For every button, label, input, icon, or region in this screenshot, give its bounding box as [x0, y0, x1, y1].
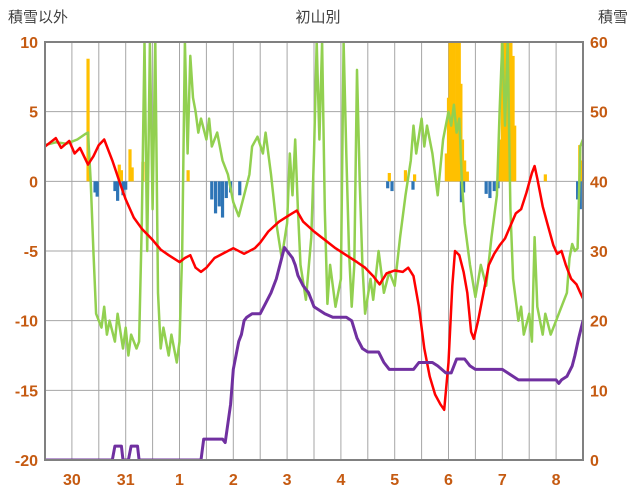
blue-bars: [93, 181, 582, 218]
x-axis-tick: 7: [498, 472, 507, 489]
y-axis-tick-left: 5: [29, 105, 38, 122]
x-axis-tick: 2: [229, 472, 238, 489]
y-axis-tick-right: 20: [590, 314, 608, 331]
y-axis-tick-right: 0: [590, 453, 599, 470]
x-axis-tick: 5: [390, 472, 399, 489]
y-axis-tick-right: 10: [590, 383, 608, 400]
y-axis-tick-left: -10: [15, 314, 38, 331]
y-axis-tick-left: -5: [24, 244, 38, 261]
y-axis-tick-right: 40: [590, 174, 608, 191]
y-axis-tick-right: 30: [590, 244, 608, 261]
y-axis-tick-left: -15: [15, 383, 38, 400]
green-line-series: [45, 42, 583, 364]
y-axis-tick-right: 50: [590, 105, 608, 122]
x-axis-tick: 3: [283, 472, 292, 489]
y-axis-tick-right: 60: [590, 35, 608, 52]
x-axis-tick: 30: [63, 472, 81, 489]
x-axis-tick: 4: [336, 472, 345, 489]
x-axis-tick: 31: [117, 472, 135, 489]
x-axis-tick: 6: [444, 472, 453, 489]
right-axis-title: 積雪: [597, 9, 628, 26]
y-axis-tick-left: -20: [15, 453, 38, 470]
y-axis-tick-left: 10: [20, 35, 38, 52]
red-line-series: [45, 136, 583, 412]
purple-line-series: [45, 246, 583, 460]
y-axis-tick-left: 0: [29, 174, 38, 191]
x-axis-tick: 8: [552, 472, 561, 489]
left-axis-title: 積雪以外: [8, 9, 69, 26]
x-axis-tick: 1: [175, 472, 184, 489]
chart-title: 初山別: [295, 9, 341, 26]
plot-border: [44, 41, 584, 461]
